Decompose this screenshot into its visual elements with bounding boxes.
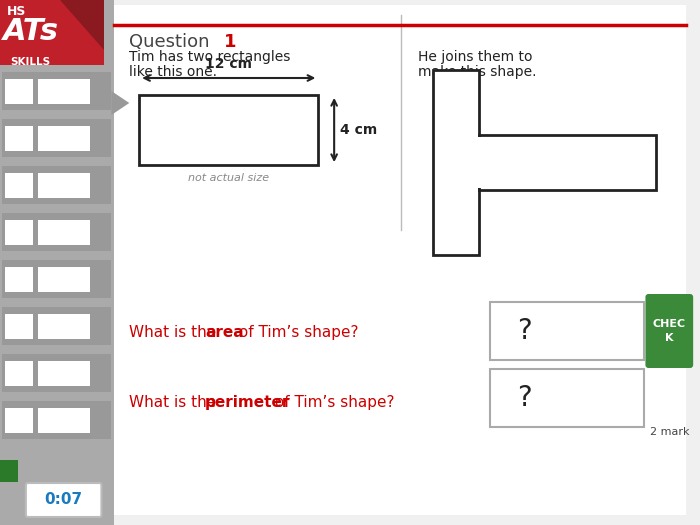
FancyBboxPatch shape xyxy=(2,119,111,157)
Text: He joins them to: He joins them to xyxy=(418,50,532,64)
FancyBboxPatch shape xyxy=(5,408,33,433)
FancyBboxPatch shape xyxy=(490,302,645,360)
FancyBboxPatch shape xyxy=(26,483,102,517)
FancyBboxPatch shape xyxy=(5,314,33,339)
FancyBboxPatch shape xyxy=(2,166,111,204)
Text: 4 cm: 4 cm xyxy=(340,123,377,137)
Text: CHEC
K: CHEC K xyxy=(652,319,686,343)
FancyBboxPatch shape xyxy=(480,135,657,190)
FancyBboxPatch shape xyxy=(5,79,33,104)
Text: 2 mark: 2 mark xyxy=(650,427,690,437)
Polygon shape xyxy=(111,91,130,115)
FancyBboxPatch shape xyxy=(5,267,33,292)
Text: ?: ? xyxy=(517,317,532,345)
FancyBboxPatch shape xyxy=(433,70,480,255)
FancyBboxPatch shape xyxy=(645,294,693,368)
FancyBboxPatch shape xyxy=(2,401,111,439)
FancyBboxPatch shape xyxy=(38,79,90,104)
FancyBboxPatch shape xyxy=(38,173,90,198)
FancyBboxPatch shape xyxy=(2,260,111,298)
FancyBboxPatch shape xyxy=(2,354,111,392)
Text: of Tim’s shape?: of Tim’s shape? xyxy=(270,395,395,410)
Text: HS: HS xyxy=(7,5,27,18)
FancyBboxPatch shape xyxy=(38,361,90,386)
FancyBboxPatch shape xyxy=(139,95,318,165)
Polygon shape xyxy=(0,0,104,65)
FancyBboxPatch shape xyxy=(5,126,33,151)
FancyBboxPatch shape xyxy=(38,220,90,245)
FancyBboxPatch shape xyxy=(114,5,686,515)
FancyBboxPatch shape xyxy=(38,126,90,151)
Text: Tim has two rectangles: Tim has two rectangles xyxy=(130,50,290,64)
Text: not actual size: not actual size xyxy=(188,173,270,183)
Text: Question: Question xyxy=(130,33,216,51)
FancyBboxPatch shape xyxy=(5,173,33,198)
FancyBboxPatch shape xyxy=(2,213,111,251)
Text: area: area xyxy=(205,325,244,340)
Text: SKILLS: SKILLS xyxy=(10,57,50,67)
FancyBboxPatch shape xyxy=(5,361,33,386)
Text: 0:07: 0:07 xyxy=(45,492,83,508)
FancyBboxPatch shape xyxy=(2,307,111,345)
Text: make this shape.: make this shape. xyxy=(418,65,536,79)
FancyBboxPatch shape xyxy=(5,220,33,245)
Text: ATs: ATs xyxy=(3,17,59,46)
Text: like this one.: like this one. xyxy=(130,65,217,79)
FancyBboxPatch shape xyxy=(0,460,18,482)
FancyBboxPatch shape xyxy=(490,369,645,427)
Text: 12 cm: 12 cm xyxy=(205,57,252,71)
FancyBboxPatch shape xyxy=(2,72,111,110)
FancyBboxPatch shape xyxy=(38,314,90,339)
Text: What is the: What is the xyxy=(130,395,221,410)
Polygon shape xyxy=(60,0,104,50)
Text: of Tim’s shape?: of Tim’s shape? xyxy=(234,325,358,340)
Text: What is the: What is the xyxy=(130,325,221,340)
Text: 1: 1 xyxy=(224,33,237,51)
Text: perimeter: perimeter xyxy=(205,395,290,410)
Text: ?: ? xyxy=(517,384,532,412)
FancyBboxPatch shape xyxy=(478,137,482,188)
FancyBboxPatch shape xyxy=(38,267,90,292)
FancyBboxPatch shape xyxy=(0,0,114,525)
FancyBboxPatch shape xyxy=(38,408,90,433)
